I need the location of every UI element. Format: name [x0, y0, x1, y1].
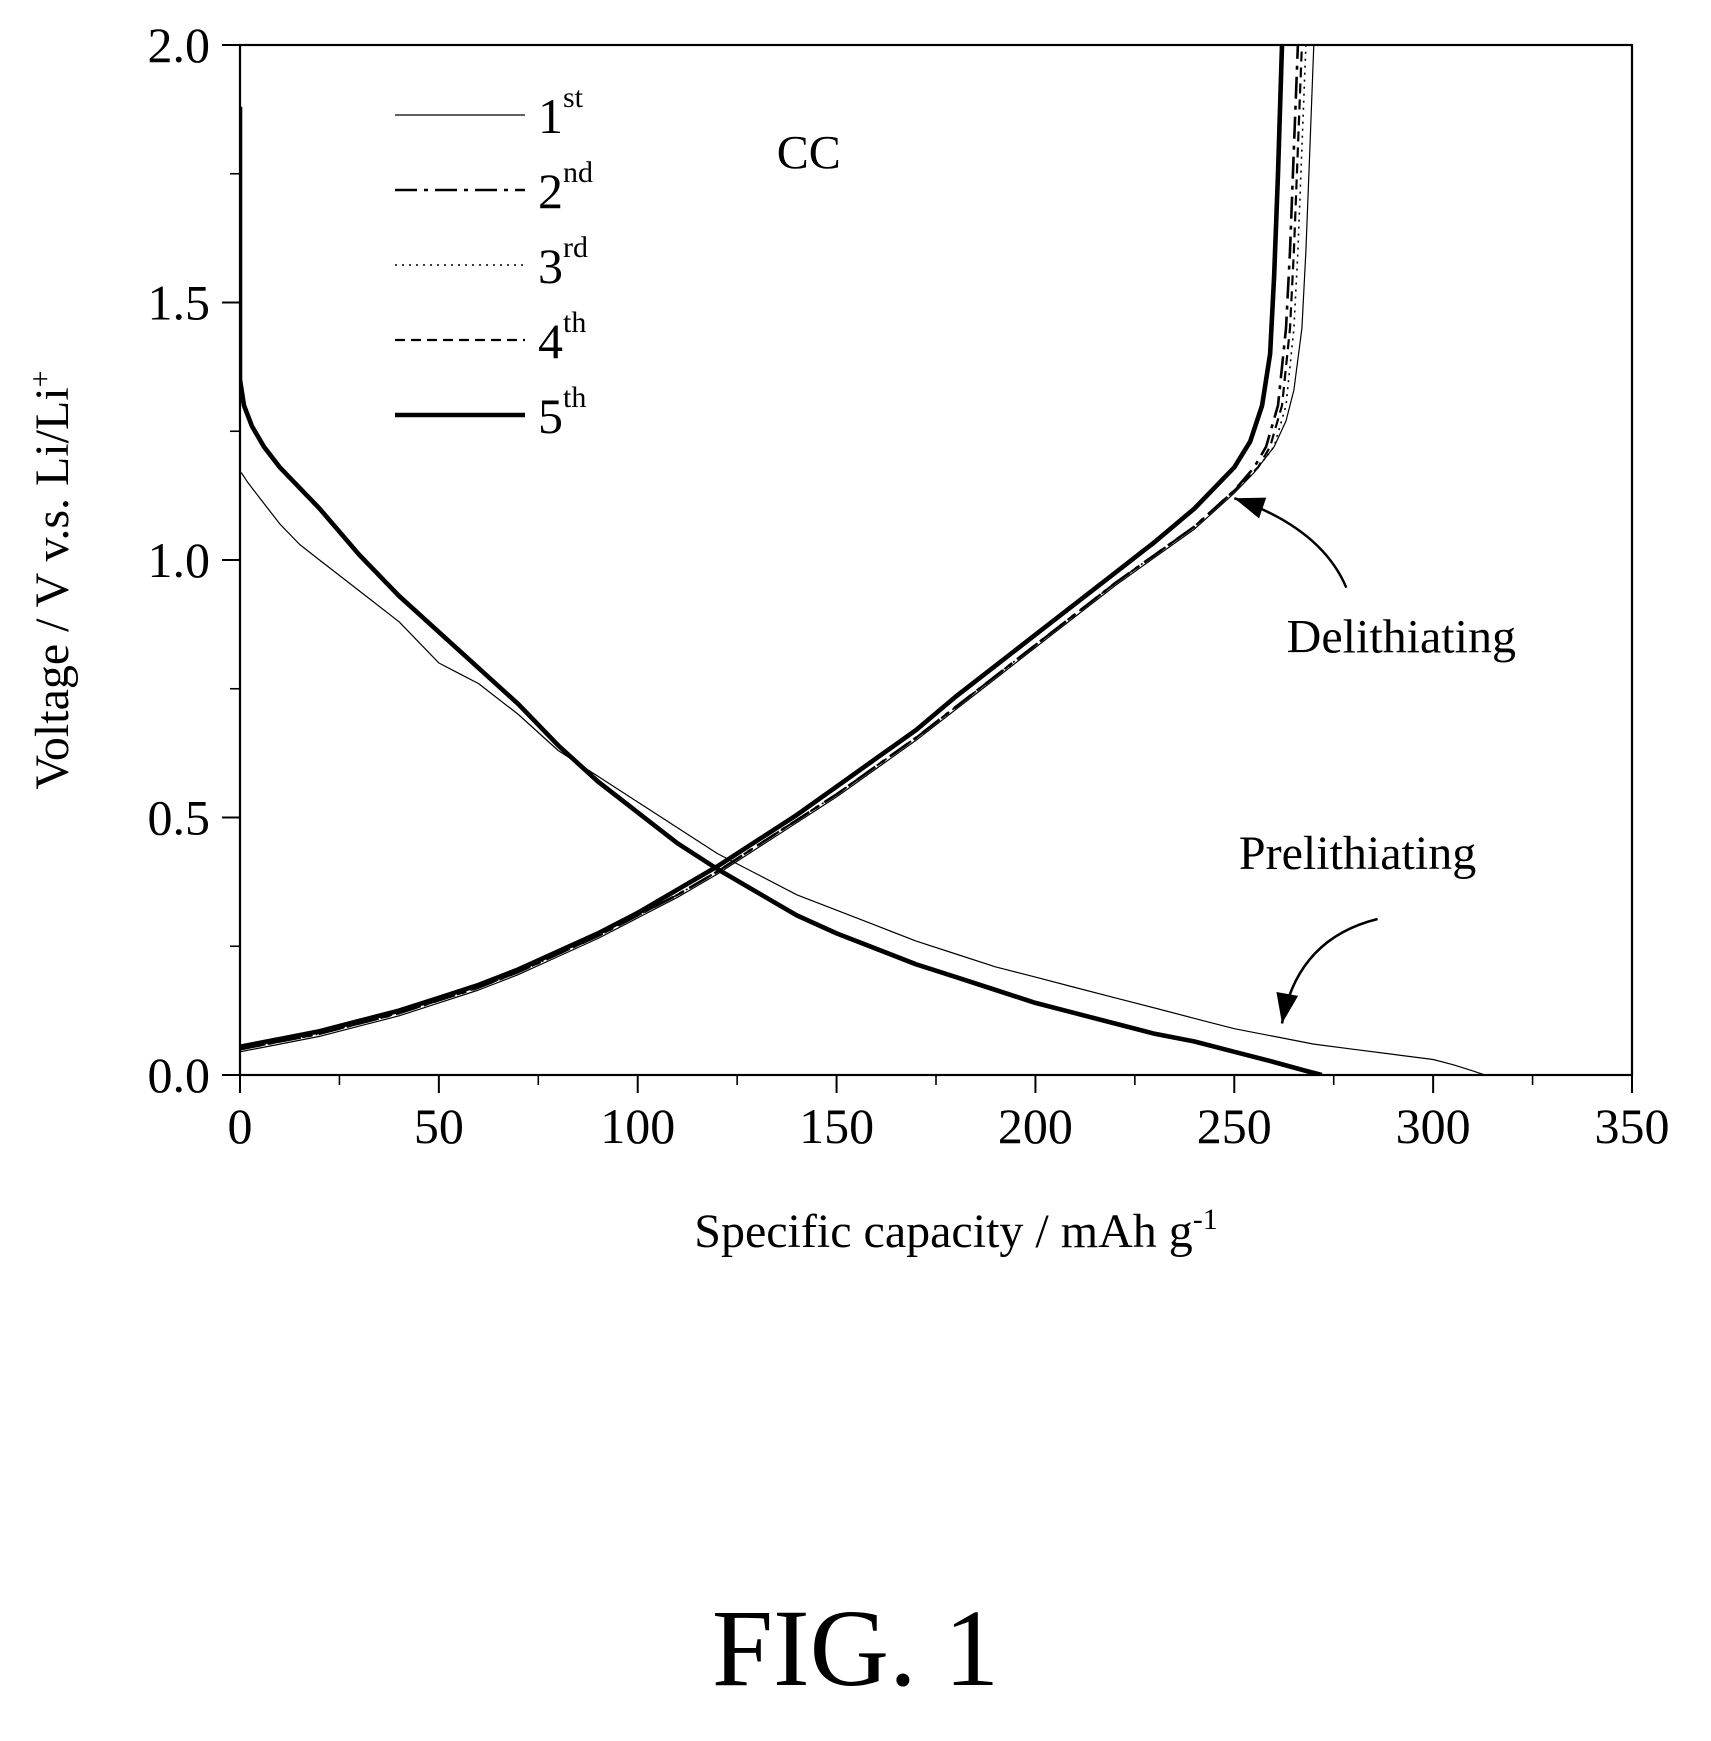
y-axis-title: Voltage / V v.s. Li/Li+	[24, 370, 79, 789]
annotations-layer: CC Delithiating Prelithiating	[777, 127, 1516, 1024]
series-3-prelithiating-line	[240, 106, 1322, 1075]
legend-label-1: 1st	[538, 81, 584, 144]
x-tick-label: 150	[799, 1098, 874, 1154]
series-3-delithiating-line	[240, 45, 1307, 1051]
legend-label-number: 2	[538, 163, 563, 219]
y-tick-label: 2.0	[148, 17, 211, 73]
legend-label-5: 5th	[538, 381, 586, 444]
series-5-prelithiating-line	[240, 106, 1323, 1075]
chart: 0 50 100 150 200 250 300 350 0.0 0.5 1.0 1.5 2.0 CC …	[24, 17, 1670, 1258]
delithiating-arrow-head	[1234, 497, 1267, 519]
legend-label-number: 5	[538, 388, 563, 444]
y-tick-label: 0.0	[148, 1047, 211, 1103]
series-5-delithiating-line	[240, 45, 1285, 1049]
legend-label-number: 4	[538, 313, 563, 369]
x-tick-label: 300	[1396, 1098, 1471, 1154]
legend-label-suffix: nd	[563, 156, 593, 189]
series-4-delithiating-line	[240, 45, 1303, 1051]
legend-label-3: 3rd	[538, 231, 588, 294]
x-tick-label: 350	[1595, 1098, 1670, 1154]
legend-label-suffix: rd	[563, 231, 588, 264]
legend-label-number: 3	[538, 238, 563, 294]
x-tick-label: 50	[414, 1098, 464, 1154]
y-tick-label: 1.5	[148, 275, 211, 331]
legend-label-4: 4th	[538, 306, 586, 369]
x-axis-title-text: Specific capacity / mAh g	[694, 1205, 1193, 1258]
x-axis-title-sup: -1	[1193, 1203, 1218, 1236]
annotation-delithiating: Delithiating	[1287, 611, 1516, 664]
series-1-prelithiating-line	[240, 472, 1485, 1075]
prelithiating-arrow-shaft	[1280, 917, 1378, 1024]
x-tick-label: 200	[998, 1098, 1073, 1154]
figure-caption: FIG. 1	[711, 1587, 1000, 1709]
x-tick-label: 0	[228, 1098, 253, 1154]
series-4-prelithiating-line	[240, 106, 1323, 1075]
annotation-prelithiating: Prelithiating	[1239, 827, 1476, 880]
legend-label-2: 2nd	[538, 156, 593, 219]
annotation-cc: CC	[777, 127, 841, 180]
x-tick-label: 100	[600, 1098, 675, 1154]
y-tick-label: 0.5	[148, 790, 211, 846]
plot-frame	[238, 43, 1634, 1077]
axes-layer: 0 50 100 150 200 250 300 350 0.0 0.5 1.0 1.5 2.0	[148, 17, 1670, 1154]
y-axis-title-sup: +	[24, 370, 57, 387]
y-tick-label: 1.0	[148, 532, 211, 588]
prelithiating-arrow-head	[1276, 992, 1299, 1024]
y-axis-title-text: Voltage / V v.s. Li/Li	[26, 387, 79, 789]
plot-data-layer	[240, 45, 1485, 1075]
legend-label-suffix: th	[563, 381, 586, 414]
series-2-prelithiating-line	[240, 106, 1323, 1075]
x-tick-label: 250	[1197, 1098, 1272, 1154]
legend-label-suffix: st	[563, 81, 584, 114]
legend-label-suffix: th	[563, 306, 586, 339]
x-axis-title: Specific capacity / mAh g-1	[694, 1203, 1218, 1258]
series-1-delithiating-line	[240, 45, 1315, 1053]
legend-label-number: 1	[538, 88, 563, 144]
